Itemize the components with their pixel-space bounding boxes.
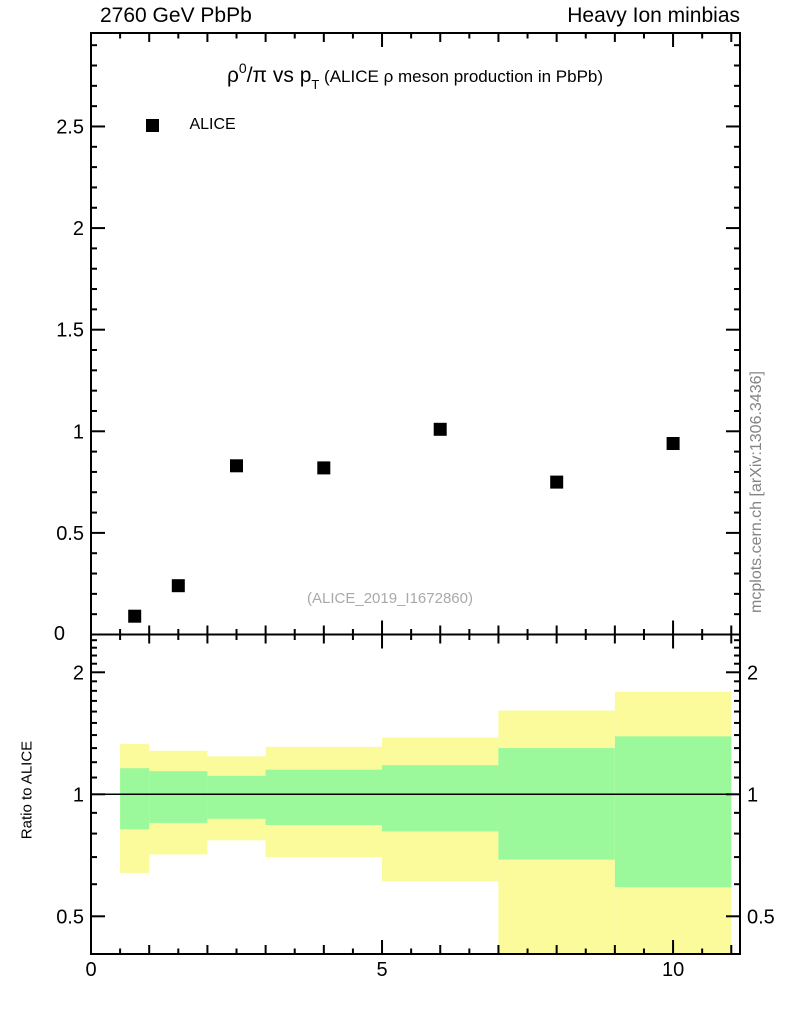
chart-layer: 00.511.522.50.5 0.51 12 20 5 10: [54, 32, 775, 982]
legend-marker-square-icon: [146, 118, 159, 132]
beam-energy-label: 2760 GeV PbPb: [100, 4, 252, 27]
title-superscript: 0: [238, 60, 247, 76]
process-label: Heavy Ion minbias: [567, 4, 740, 27]
svg-text:2: 2: [73, 218, 84, 240]
title-rho: ρ: [226, 64, 239, 87]
svg-text:1: 1: [73, 421, 84, 443]
svg-text:0: 0: [54, 623, 65, 645]
svg-text:2: 2: [73, 662, 84, 684]
svg-text:1: 1: [747, 784, 758, 806]
svg-text:1: 1: [73, 784, 84, 806]
axis-ticks: [91, 33, 740, 954]
title-mid: /π vs p: [246, 64, 312, 87]
svg-text:1.5: 1.5: [56, 320, 84, 342]
legend-label: ALICE: [189, 116, 236, 133]
title-paren: (ALICE ρ meson production in PbPb): [319, 67, 604, 86]
svg-text:0.5: 0.5: [56, 523, 84, 545]
chart-title: ρ0/π vs pT (ALICE ρ meson production in …: [90, 60, 740, 92]
title-subscript: T: [311, 77, 320, 92]
legend: ALICE: [146, 116, 236, 133]
ratio-axis-label: Ratio to ALICE: [18, 740, 36, 840]
data-points: [128, 422, 680, 623]
svg-text:0.5: 0.5: [747, 906, 775, 928]
axis-tick-labels: 00.511.522.50.5 0.51 12 20 5 10: [54, 117, 775, 982]
svg-text:5: 5: [376, 959, 387, 981]
analysis-id-watermark: (ALICE_2019_I1672860): [307, 590, 473, 607]
svg-text:2.5: 2.5: [56, 117, 84, 139]
svg-text:0: 0: [85, 959, 96, 981]
svg-text:2: 2: [747, 662, 758, 684]
mcplots-credit-text: mcplots.cern.ch [arXiv:1306.3436]: [748, 371, 765, 613]
uncertainty-bands: [120, 691, 732, 954]
svg-text:10: 10: [662, 959, 684, 981]
svg-text:0.5: 0.5: [56, 906, 84, 928]
